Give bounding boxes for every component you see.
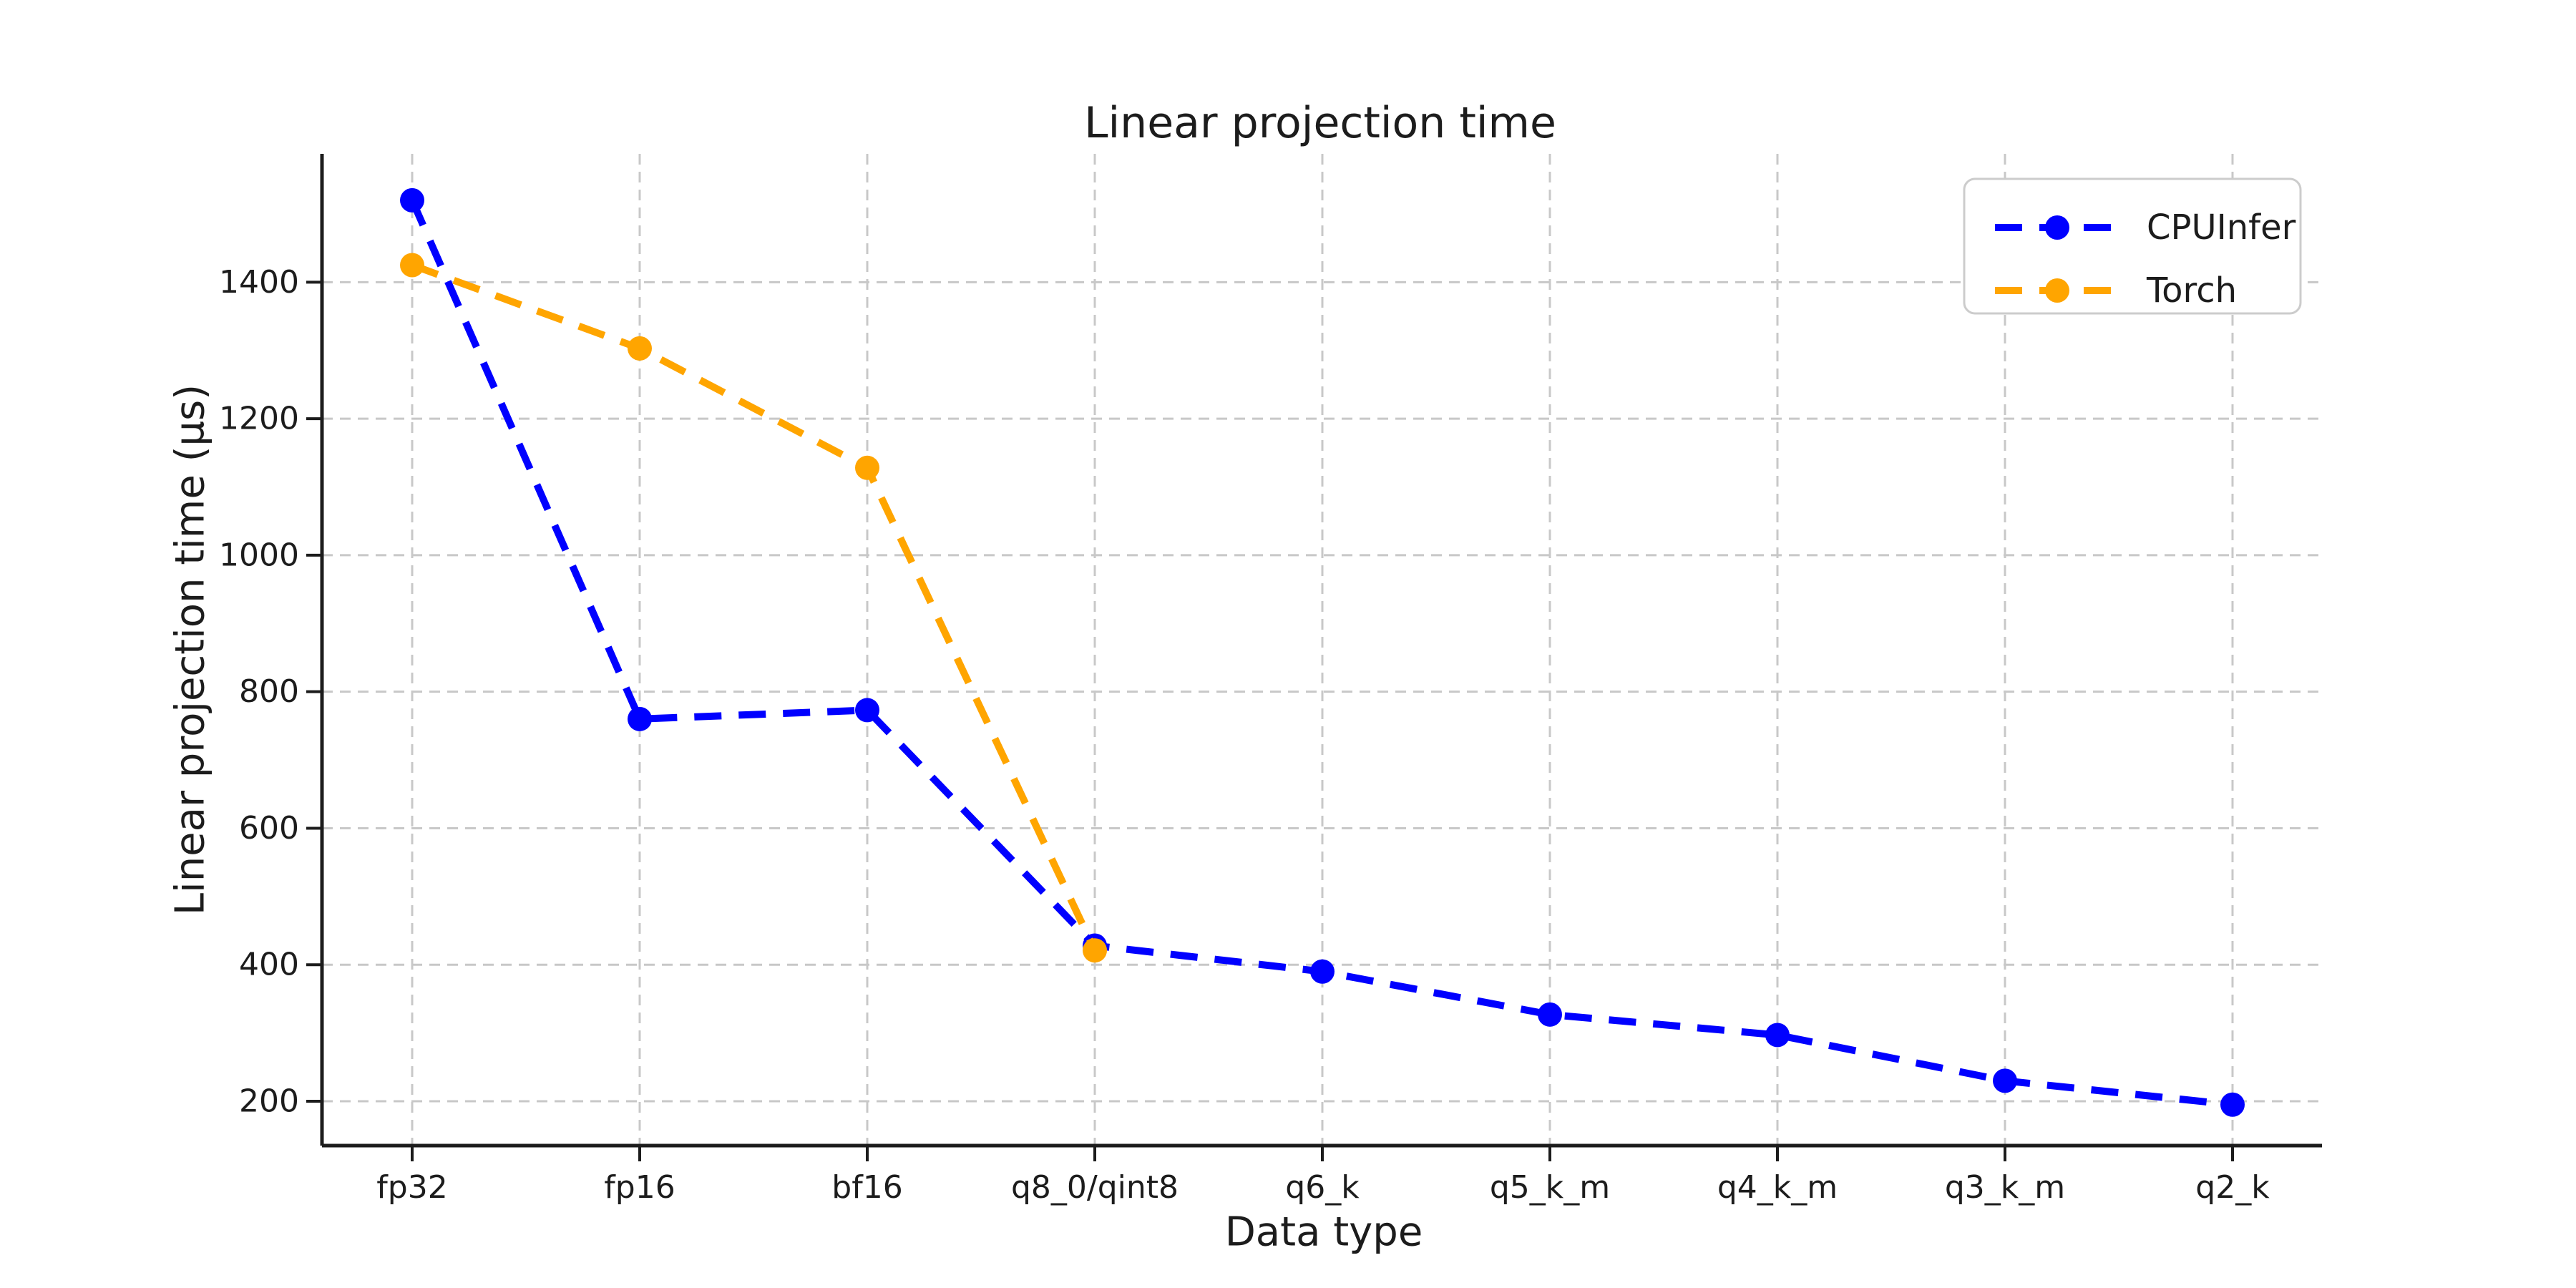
y-tick-label: 1200 — [219, 401, 299, 437]
chart-title: Linear projection time — [1084, 98, 1556, 148]
series-marker-torch — [855, 455, 879, 480]
legend-label-torch: Torch — [2146, 270, 2237, 311]
series-marker-cpuinfer — [1538, 1002, 1562, 1027]
y-tick-label: 1400 — [219, 264, 299, 301]
x-tick-label: q2_k — [2195, 1169, 2270, 1206]
y-tick-label: 200 — [239, 1083, 299, 1119]
series-marker-cpuinfer — [628, 706, 652, 731]
x-tick-label: fp16 — [604, 1169, 675, 1206]
legend-label-cpuinfer: CPUInfer — [2147, 208, 2296, 248]
y-tick-label: 1000 — [219, 537, 299, 573]
y-tick-label: 600 — [239, 810, 299, 847]
y-tick-label: 400 — [239, 947, 299, 983]
series-marker-torch — [628, 336, 652, 361]
x-tick-label: fp32 — [376, 1169, 447, 1206]
x-tick-label: q8_0/qint8 — [1011, 1169, 1179, 1206]
x-tick-label: q5_k_m — [1490, 1169, 1610, 1206]
series-marker-torch — [400, 253, 424, 278]
series-marker-cpuinfer — [855, 698, 879, 723]
legend-marker-torch — [2045, 278, 2069, 303]
x-axis-label: Data type — [1225, 1209, 1423, 1256]
series-marker-torch — [1083, 938, 1107, 963]
series-marker-cpuinfer — [1993, 1068, 2017, 1093]
y-axis-label: Linear projection time (µs) — [167, 384, 214, 915]
series-line-torch — [411, 261, 1098, 952]
series-marker-cpuinfer — [2220, 1092, 2245, 1117]
legend-marker-cpuinfer — [2045, 215, 2069, 240]
x-tick-label: q6_k — [1285, 1169, 1360, 1206]
x-tick-label: q3_k_m — [1945, 1169, 2065, 1206]
x-tick-label: q4_k_m — [1717, 1169, 1838, 1206]
series-marker-cpuinfer — [1310, 959, 1335, 984]
series-marker-cpuinfer — [1765, 1023, 1790, 1048]
legend-box — [1963, 177, 2302, 315]
x-tick-label: bf16 — [831, 1169, 902, 1206]
y-tick-label: 800 — [239, 673, 299, 710]
series-marker-cpuinfer — [400, 187, 424, 213]
